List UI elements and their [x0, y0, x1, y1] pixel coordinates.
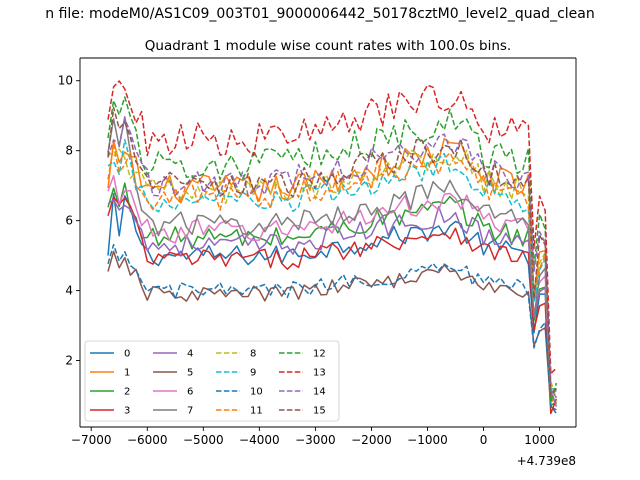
legend-label-9: 9: [250, 368, 256, 379]
x-tick-label: −3000: [295, 433, 336, 447]
x-tick-label: −4000: [239, 433, 280, 447]
legend-label-3: 3: [124, 406, 130, 417]
y-tick-label: 10: [58, 74, 73, 88]
x-tick-label: −1000: [407, 433, 448, 447]
y-tick-label: 2: [65, 354, 73, 368]
legend-label-4: 4: [187, 349, 193, 360]
series-line-15: [107, 106, 557, 397]
x-tick-label: −5000: [183, 433, 224, 447]
axes-frame: [79, 57, 577, 428]
legend-label-15: 15: [313, 406, 326, 417]
legend-label-5: 5: [187, 368, 193, 379]
legend-box: [84, 340, 340, 422]
series-line-2: [107, 182, 557, 407]
legend-label-14: 14: [313, 387, 326, 398]
x-tick-label: 1000: [524, 433, 555, 447]
series-line-5: [107, 250, 557, 411]
x-tick-label: 0: [480, 433, 488, 447]
x-tick-label: −2000: [351, 433, 392, 447]
figure-suptitle: n file: modeM0/AS1C09_003T01_9000006442_…: [45, 6, 594, 22]
series-line-6: [107, 174, 558, 398]
x-tick-label: −6000: [127, 433, 168, 447]
series-line-10: [107, 243, 558, 415]
legend-label-2: 2: [124, 387, 130, 398]
legend-label-10: 10: [250, 387, 263, 398]
series-line-1: [107, 137, 558, 405]
legend-label-11: 11: [250, 406, 263, 417]
legend-label-1: 1: [124, 368, 130, 379]
legend-label-8: 8: [250, 349, 256, 360]
x-tick-label: −7000: [71, 433, 112, 447]
y-tick-label: 8: [65, 144, 73, 158]
series-line-11: [107, 145, 557, 403]
legend-label-12: 12: [313, 349, 326, 360]
y-tick-label: 6: [65, 214, 73, 228]
series-line-4: [107, 199, 558, 407]
chart-title: Quadrant 1 module wise count rates with …: [145, 38, 511, 54]
legend-label-7: 7: [187, 406, 193, 417]
legend-label-13: 13: [313, 368, 326, 379]
y-axis: 2 4 6 8 10: [58, 74, 80, 368]
series-layer: [107, 80, 558, 415]
y-tick-label: 4: [65, 284, 73, 298]
x-axis: −7000 −6000 −5000 −4000 −3000 −2000 −1000 0 1000: [71, 427, 555, 447]
x-axis-offset-text: +4.739e8: [517, 454, 576, 468]
legend-label-6: 6: [187, 387, 193, 398]
series-line-13: [107, 80, 557, 375]
series-line-7: [107, 116, 557, 403]
series-line-14: [107, 118, 558, 399]
series-line-12: [107, 96, 558, 404]
series-line-9: [107, 139, 557, 390]
legend-label-0: 0: [124, 349, 130, 360]
series-line-3: [107, 196, 558, 415]
